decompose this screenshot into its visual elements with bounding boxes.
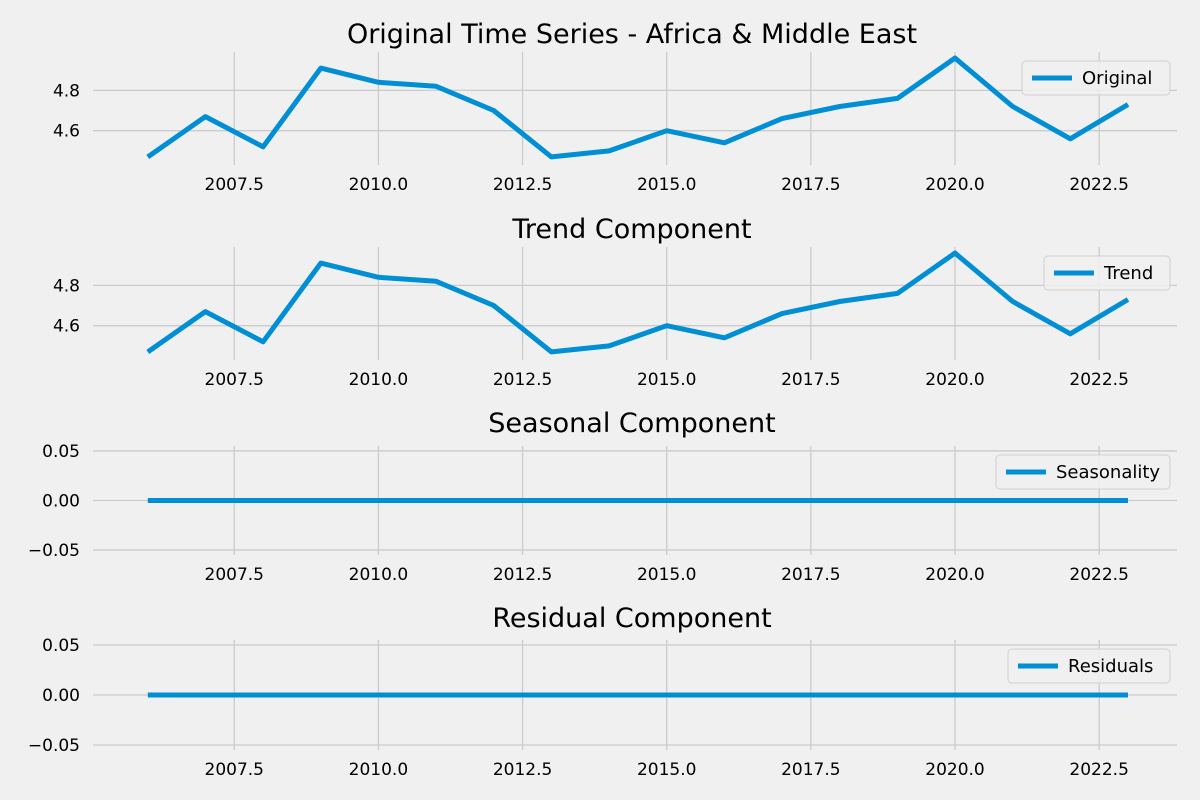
x-tick-label: 2020.0 [925,565,984,585]
chart-panel-1: 2007.5 2010.0 2012.5 2015.0 2017.5 2020.0 2022… [53,19,1177,195]
x-tick-label: 2022.5 [1069,565,1128,585]
y-tick-label: 4.8 [53,276,80,296]
x-tick-label: 2017.5 [781,370,840,390]
y-tick-label: 0.00 [42,492,80,512]
series-line-trend [146,250,1130,355]
x-tick-label: 2007.5 [205,370,264,390]
legend-label: Trend [1103,263,1153,284]
panel-title: Seasonal Component [488,408,775,439]
y-tick-label: −0.05 [28,736,80,756]
legend: Residuals [1007,648,1171,684]
legend-label: Original [1082,68,1152,89]
x-tick-label: 2017.5 [781,565,840,585]
x-tick-label: 2010.0 [349,565,408,585]
x-tick-label: 2015.0 [637,565,696,585]
legend-box [1043,255,1171,291]
chart-panel-3: 2007.5 2010.0 2012.5 2015.0 2017.5 2020.0 2022… [28,408,1177,585]
x-tick-label: 2007.5 [205,760,264,780]
x-tick-label: 2007.5 [205,565,264,585]
panel-title: Trend Component [511,214,751,245]
chart-panel-4: 2007.5 2010.0 2012.5 2015.0 2017.5 2020.0 2022… [28,603,1177,780]
x-tick-label: 2015.0 [637,760,696,780]
x-tick-label: 2015.0 [637,370,696,390]
x-tick-label: 2012.5 [493,760,552,780]
x-tick-label: 2007.5 [205,175,264,195]
y-tick-label: 4.8 [53,81,80,101]
chart-panel-2: 2007.5 2010.0 2012.5 2015.0 2017.5 2020.0 2022… [53,214,1177,390]
legend: Seasonality [995,454,1171,490]
x-tick-label: 2017.5 [781,175,840,195]
legend-label: Seasonality [1056,462,1160,483]
y-tick-label: 0.05 [42,442,80,462]
x-tick-label: 2012.5 [493,175,552,195]
x-tick-label: 2017.5 [781,760,840,780]
x-tick-label: 2012.5 [493,565,552,585]
legend-box [1007,648,1171,684]
x-tick-label: 2010.0 [349,175,408,195]
x-tick-label: 2010.0 [349,370,408,390]
x-tick-label: 2022.5 [1069,370,1128,390]
y-tick-label: 4.6 [53,122,80,142]
x-tick-label: 2022.5 [1069,175,1128,195]
legend: Trend [1043,255,1171,291]
legend-box [995,454,1171,490]
legend: Original [1021,60,1171,96]
panel-title: Residual Component [492,603,771,634]
legend-label: Residuals [1068,656,1153,677]
x-tick-label: 2015.0 [637,175,696,195]
x-tick-label: 2022.5 [1069,760,1128,780]
y-tick-label: 0.05 [42,636,80,656]
x-tick-label: 2020.0 [925,370,984,390]
legend-box [1021,60,1171,96]
x-tick-label: 2020.0 [925,175,984,195]
y-tick-label: −0.05 [28,541,80,561]
x-tick-label: 2020.0 [925,760,984,780]
x-tick-label: 2012.5 [493,370,552,390]
panel-title: Original Time Series - Africa & Middle E… [347,19,917,50]
x-tick-label: 2010.0 [349,760,408,780]
y-tick-label: 4.6 [53,317,80,337]
y-tick-label: 0.00 [42,686,80,706]
series-line-original [146,55,1130,160]
